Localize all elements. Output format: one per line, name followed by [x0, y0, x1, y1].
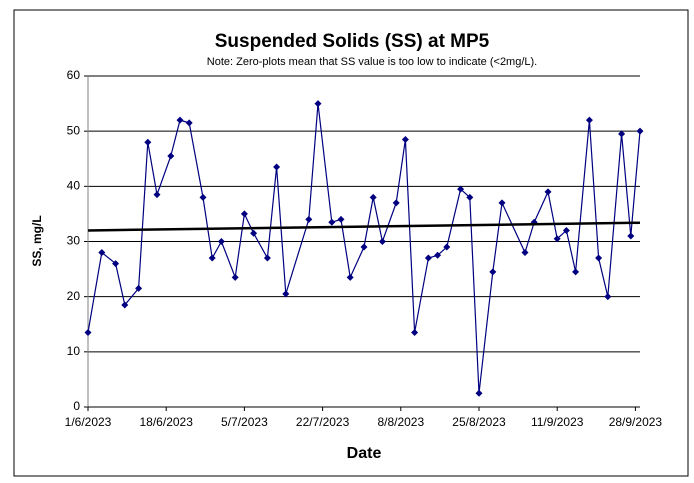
data-point: [466, 193, 474, 201]
data-point: [636, 127, 644, 135]
data-point: [176, 116, 184, 124]
data-point: [144, 138, 152, 146]
data-point: [434, 251, 442, 259]
data-point: [475, 389, 483, 397]
data-point: [217, 238, 225, 245]
data-point: [392, 199, 400, 207]
data-point: [411, 329, 419, 337]
chart-frame: [13, 9, 689, 477]
x-tick-label: 22/7/2023: [296, 415, 350, 429]
data-point: [305, 215, 313, 223]
x-tick-label: 25/8/2023: [452, 415, 506, 429]
y-tick-label: 60: [67, 68, 81, 82]
data-point: [378, 238, 386, 245]
data-point: [167, 152, 175, 160]
y-tick-label: 10: [67, 344, 81, 358]
data-point: [328, 218, 336, 226]
data-point: [457, 185, 465, 193]
data-point: [263, 254, 271, 262]
data-point: [489, 268, 497, 276]
x-tick-label: 8/8/2023: [377, 415, 424, 429]
x-tick-label: 11/9/2023: [531, 415, 584, 429]
data-point: [585, 116, 593, 124]
data-point: [401, 135, 409, 143]
data-point: [112, 260, 120, 268]
data-point: [553, 235, 561, 243]
data-point: [424, 254, 432, 262]
x-tick-label: 1/6/2023: [65, 415, 112, 429]
data-point: [199, 193, 207, 201]
data-point: [627, 232, 635, 240]
data-point: [595, 254, 603, 262]
y-tick-label: 0: [73, 399, 80, 413]
data-point: [562, 226, 570, 234]
data-point: [273, 163, 281, 171]
data-point: [346, 273, 354, 281]
x-axis-label: Date: [347, 445, 382, 462]
data-point: [250, 229, 258, 237]
data-point: [208, 254, 216, 262]
y-tick-label: 40: [67, 179, 81, 193]
x-tick-label: 18/6/2023: [140, 415, 194, 429]
data-point: [604, 293, 612, 301]
y-tick-label: 30: [67, 234, 81, 248]
data-point: [135, 284, 143, 292]
data-point: [544, 188, 552, 196]
data-point: [572, 268, 580, 276]
data-point: [121, 301, 129, 309]
data-point: [240, 210, 248, 218]
data-point: [498, 199, 506, 207]
data-point: [443, 243, 451, 251]
data-point: [618, 130, 626, 138]
y-tick-label: 50: [67, 123, 81, 137]
y-tick-label: 20: [67, 289, 81, 303]
y-axis-label: SS, mg/L: [30, 215, 44, 266]
data-point: [282, 290, 290, 298]
data-point: [84, 329, 92, 337]
data-point: [185, 119, 193, 127]
data-point: [369, 193, 377, 201]
data-point: [337, 215, 345, 223]
data-point: [231, 273, 239, 281]
chart-title: Suspended Solids (SS) at MP5: [215, 31, 490, 52]
trend-line: [87, 221, 641, 232]
chart-subtitle: Note: Zero-plots mean that SS value is t…: [207, 56, 537, 68]
data-point: [98, 249, 106, 257]
data-point: [314, 100, 322, 108]
x-tick-label: 5/7/2023: [221, 415, 268, 429]
data-point: [521, 249, 529, 257]
x-tick-label: 28/9/2023: [609, 415, 663, 429]
data-point: [360, 243, 368, 251]
data-point: [153, 191, 161, 199]
